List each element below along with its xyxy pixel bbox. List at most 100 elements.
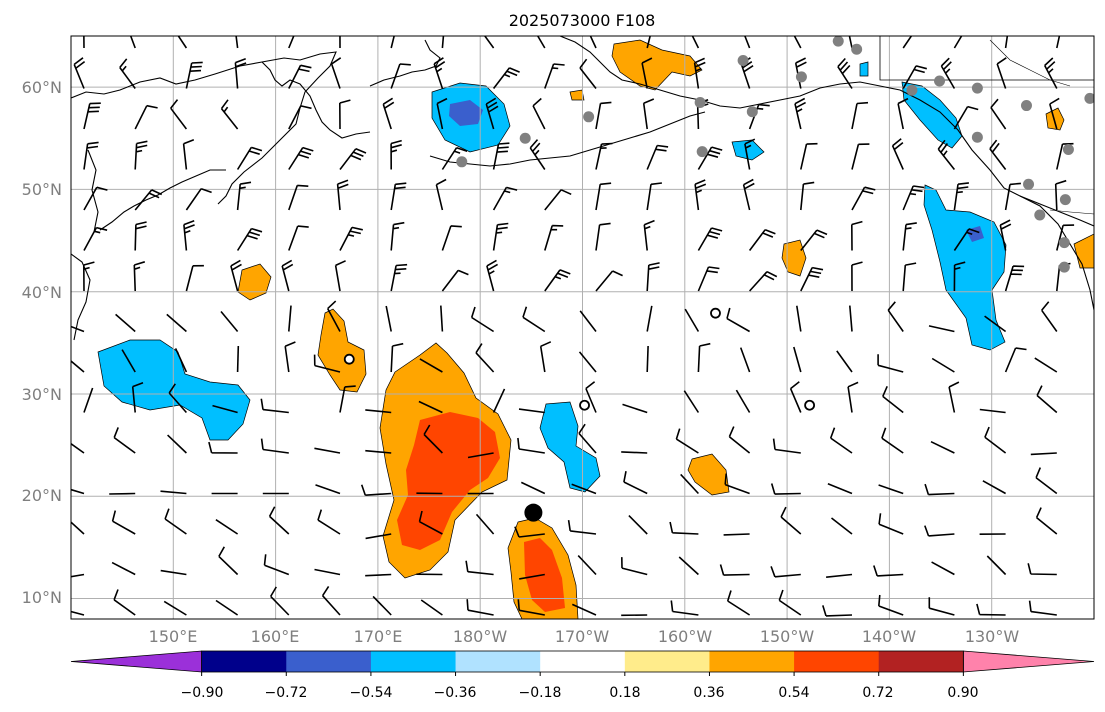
wind-barb (1035, 507, 1058, 535)
wind-barb (646, 182, 662, 211)
wind-barb (466, 599, 494, 616)
lat-label: 10°N (22, 588, 62, 607)
wind-barb (579, 310, 597, 332)
wind-barb (822, 605, 853, 617)
wind-barb (595, 142, 613, 170)
wind-barb (235, 36, 239, 49)
wind-barb (744, 36, 751, 49)
lat-label: 60°N (22, 78, 62, 97)
wind-barb (263, 554, 290, 576)
wind-barb (826, 573, 853, 578)
gray-station-dot (1084, 92, 1094, 104)
wind-barb (579, 58, 597, 89)
wind-barb (119, 58, 136, 89)
gray-station-dot (694, 96, 706, 108)
colorbar-label: −0.54 (350, 685, 393, 701)
wind-barb (167, 434, 187, 454)
wind-barb (719, 564, 750, 576)
wind-barb (691, 36, 700, 49)
wind-barb (680, 473, 699, 495)
colorbar-swatch (540, 651, 626, 672)
colorbar-swatch (624, 651, 710, 672)
wind-barb (646, 144, 669, 170)
wind-barb (83, 36, 85, 49)
wind-barb (643, 219, 655, 251)
wind-barb (628, 515, 648, 535)
wind-barb (467, 452, 494, 459)
wind-barb (793, 36, 802, 49)
wind-barb (982, 480, 1006, 495)
wind-barb (160, 569, 187, 576)
kamchatka-coast (261, 61, 371, 139)
wind-barb (218, 546, 239, 576)
wind-barb (937, 139, 956, 170)
lon-label: 150°E (149, 627, 198, 646)
wind-barb (831, 517, 853, 535)
wind-barb (475, 343, 495, 373)
wind-barb (642, 98, 655, 130)
wind-barb (778, 589, 802, 616)
wind-barb (697, 146, 723, 170)
wind-barb (902, 65, 928, 89)
lat-label: 50°N (22, 180, 62, 199)
wind-barb (646, 36, 651, 49)
wind-barb (891, 138, 904, 170)
japan-coast (71, 253, 91, 341)
wind-barb (236, 181, 252, 211)
wind-barb (924, 483, 955, 496)
latitude-labels: 10°N 20°N 30°N 40°N 50°N 60°N (22, 78, 62, 607)
gray-station-dot (971, 131, 983, 143)
wind-barb (83, 141, 99, 170)
map-title: 2025073000 F108 (509, 11, 656, 30)
wind-barb (739, 347, 751, 373)
wind-barb (514, 526, 545, 538)
wind-barb (288, 64, 312, 89)
wind-barb (1056, 36, 1061, 49)
wind-barb (1041, 301, 1058, 332)
wind-barb (851, 261, 863, 292)
wind-barb (339, 99, 351, 130)
wind-barb (940, 57, 956, 89)
open-circle-marker (710, 307, 721, 319)
gray-station-dot (1034, 209, 1046, 221)
wind-barb (544, 224, 564, 251)
wind-barb (902, 185, 925, 211)
wind-barb (578, 423, 597, 454)
wind-barb (334, 260, 346, 292)
positive-anomaly-region-west (317, 308, 367, 393)
gray-station-dot (737, 55, 749, 67)
wind-barb (314, 447, 341, 454)
wind-barb (770, 483, 801, 495)
wind-barb (567, 519, 597, 535)
wind-barb (73, 57, 86, 89)
wind-barb (418, 400, 443, 414)
wind-barb (646, 345, 649, 373)
alaska-coast (559, 36, 1094, 227)
wind-barb (83, 387, 94, 413)
wind-barb (996, 57, 1007, 89)
wind-barb (517, 437, 545, 454)
wind-barb (83, 186, 108, 211)
gray-station-dot (795, 71, 807, 83)
gray-station-dot (1023, 178, 1035, 190)
wind-barb (793, 346, 802, 373)
wind-barb (390, 36, 395, 49)
wind-barb (185, 61, 203, 89)
wind-barb (683, 390, 700, 413)
wind-barb (163, 600, 187, 616)
colorbar-label: −0.90 (181, 685, 224, 701)
wind-barb (984, 315, 1007, 333)
wind-barb (829, 427, 853, 454)
kuril-chain (99, 169, 226, 231)
wind-barb (71, 325, 85, 333)
lon-label: 170°E (354, 627, 403, 646)
wind-barb (1056, 224, 1075, 251)
wind-barb (697, 342, 711, 373)
wind-barb (796, 305, 802, 332)
wind-barb (948, 381, 960, 413)
wind-barb (134, 104, 158, 130)
coastlines (71, 36, 1094, 341)
wind-barb (748, 228, 776, 251)
colorbar-labels: −0.90 −0.72 −0.54 −0.36 −0.18 0.18 0.36 … (181, 685, 979, 701)
